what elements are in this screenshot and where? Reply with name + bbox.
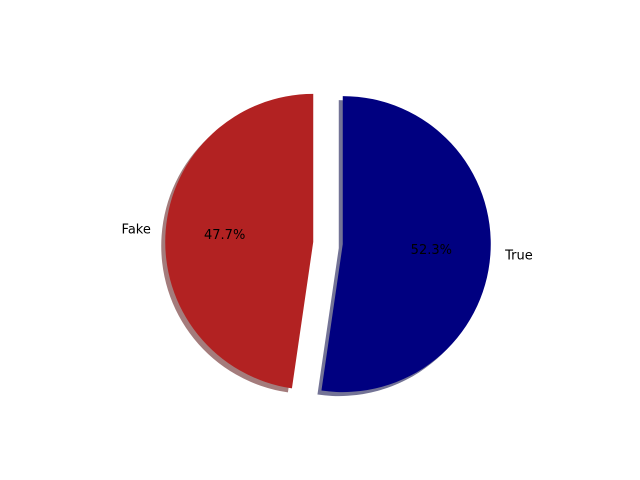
pct-label-true: 52.3% xyxy=(411,243,452,258)
slice-true xyxy=(321,96,491,393)
slice-label-fake: Fake xyxy=(122,223,151,238)
pie-slices xyxy=(165,93,491,393)
slice-label-true: True xyxy=(504,248,533,263)
slice-fake xyxy=(165,93,314,389)
pct-label-fake: 47.7% xyxy=(204,228,245,243)
pie-labels: 47.7% Fake 52.3% True xyxy=(122,223,533,264)
